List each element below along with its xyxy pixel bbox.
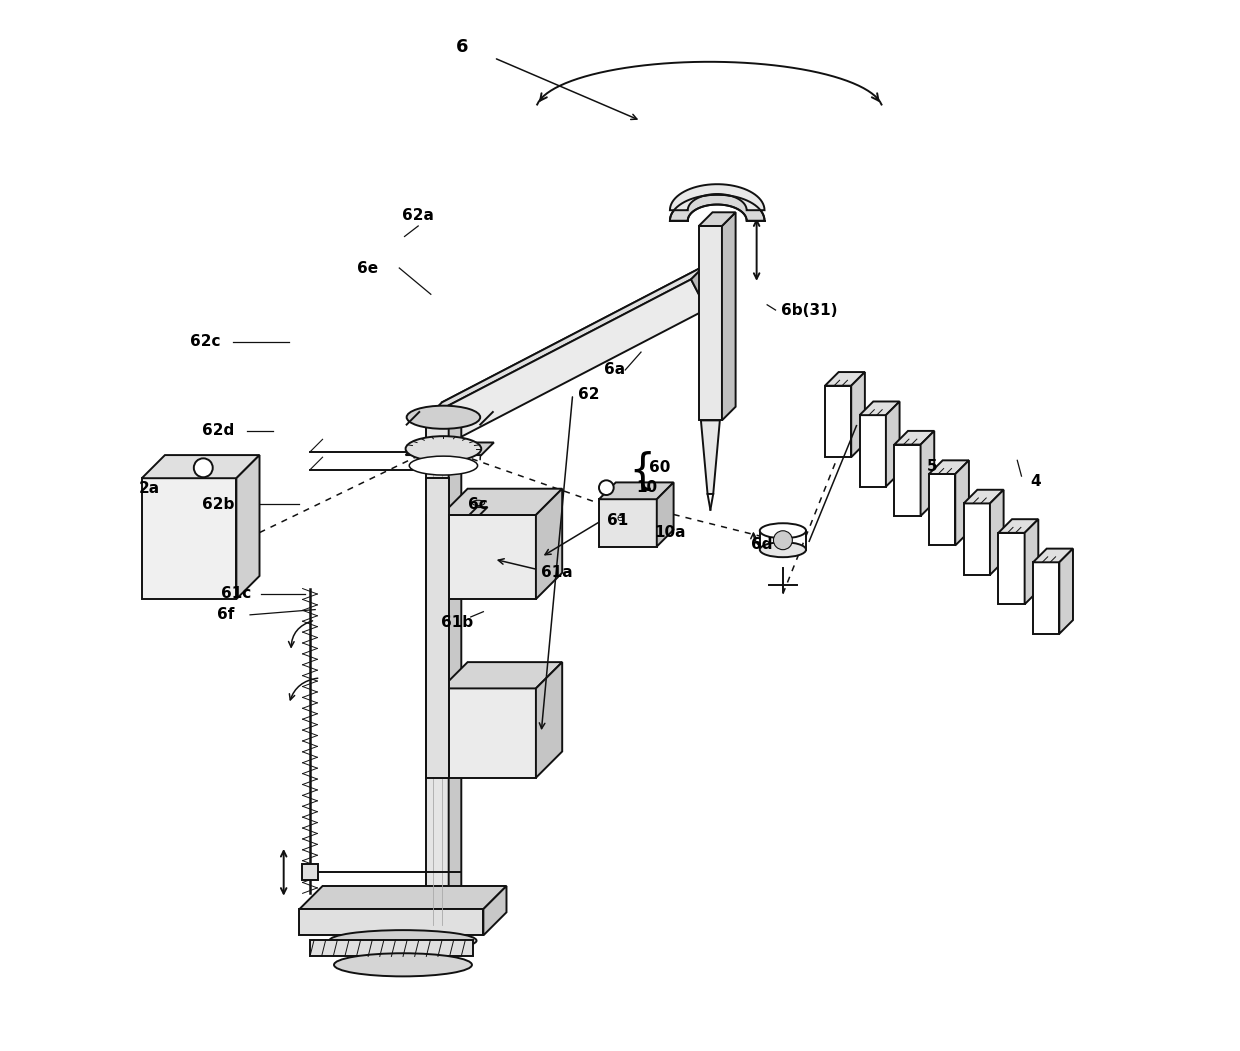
Polygon shape <box>441 688 536 778</box>
Text: 5: 5 <box>926 459 937 474</box>
Polygon shape <box>990 490 1003 575</box>
Polygon shape <box>441 515 536 599</box>
Polygon shape <box>536 662 562 778</box>
Ellipse shape <box>330 930 476 951</box>
Ellipse shape <box>334 953 472 976</box>
Polygon shape <box>920 431 934 516</box>
Text: 6c: 6c <box>469 497 489 512</box>
Polygon shape <box>425 413 461 426</box>
Text: 6a: 6a <box>604 363 625 377</box>
Polygon shape <box>428 266 704 416</box>
Text: 61c: 61c <box>221 586 252 601</box>
Polygon shape <box>425 478 449 778</box>
Polygon shape <box>894 445 920 516</box>
Polygon shape <box>699 212 735 226</box>
Text: 4: 4 <box>1030 474 1040 489</box>
Polygon shape <box>963 503 990 575</box>
Polygon shape <box>1033 549 1073 562</box>
Text: 10: 10 <box>637 480 658 495</box>
Polygon shape <box>670 184 765 210</box>
Polygon shape <box>599 482 673 499</box>
Ellipse shape <box>472 500 485 506</box>
Polygon shape <box>428 280 707 446</box>
Text: 62: 62 <box>578 387 599 401</box>
Ellipse shape <box>760 542 806 557</box>
Polygon shape <box>691 266 720 309</box>
Circle shape <box>599 480 614 495</box>
Text: 62c: 62c <box>190 334 221 349</box>
Polygon shape <box>299 909 484 935</box>
Polygon shape <box>998 533 1024 604</box>
Polygon shape <box>963 490 1003 503</box>
Polygon shape <box>929 460 968 474</box>
Polygon shape <box>955 460 968 545</box>
Polygon shape <box>405 442 494 455</box>
Polygon shape <box>825 386 851 457</box>
Polygon shape <box>701 420 720 494</box>
Text: 62b: 62b <box>202 497 234 512</box>
Polygon shape <box>851 372 864 457</box>
Polygon shape <box>859 415 885 487</box>
Polygon shape <box>299 886 506 909</box>
Polygon shape <box>303 864 317 881</box>
Text: 6b(31): 6b(31) <box>781 303 837 317</box>
Ellipse shape <box>407 406 480 429</box>
Text: e: e <box>616 513 622 523</box>
Polygon shape <box>469 508 487 515</box>
Text: 10a: 10a <box>655 526 686 540</box>
Ellipse shape <box>409 456 477 475</box>
Polygon shape <box>599 499 657 547</box>
Polygon shape <box>536 489 562 599</box>
Polygon shape <box>141 455 259 478</box>
Polygon shape <box>237 455 259 599</box>
Polygon shape <box>1059 549 1073 634</box>
Text: 61a: 61a <box>541 565 573 580</box>
Polygon shape <box>722 212 735 420</box>
Polygon shape <box>141 478 237 599</box>
Polygon shape <box>998 519 1038 533</box>
Polygon shape <box>929 474 955 545</box>
Polygon shape <box>885 401 899 487</box>
Text: 6f: 6f <box>217 607 234 622</box>
Text: 62d: 62d <box>202 424 234 438</box>
Polygon shape <box>441 266 720 432</box>
Polygon shape <box>449 413 461 946</box>
Polygon shape <box>1033 562 1059 634</box>
Polygon shape <box>657 482 673 547</box>
Polygon shape <box>670 194 765 221</box>
Text: 60: 60 <box>650 460 671 475</box>
Polygon shape <box>425 426 449 946</box>
Text: 62a: 62a <box>402 208 434 223</box>
Polygon shape <box>825 372 864 386</box>
Text: 6d: 6d <box>751 537 773 552</box>
Polygon shape <box>441 662 562 688</box>
Text: 6e: 6e <box>357 261 378 275</box>
Polygon shape <box>310 940 472 956</box>
Polygon shape <box>441 489 562 515</box>
Text: 61b: 61b <box>441 615 474 630</box>
Ellipse shape <box>760 523 806 538</box>
Ellipse shape <box>405 436 481 461</box>
Polygon shape <box>484 886 506 935</box>
Text: }: } <box>619 447 646 489</box>
Polygon shape <box>859 401 899 415</box>
Text: 61: 61 <box>608 513 629 528</box>
Text: 2a: 2a <box>139 481 160 496</box>
Circle shape <box>193 458 213 477</box>
Polygon shape <box>1024 519 1038 604</box>
Polygon shape <box>699 226 722 420</box>
Polygon shape <box>894 431 934 445</box>
Circle shape <box>774 531 792 550</box>
Text: 6: 6 <box>456 38 469 57</box>
